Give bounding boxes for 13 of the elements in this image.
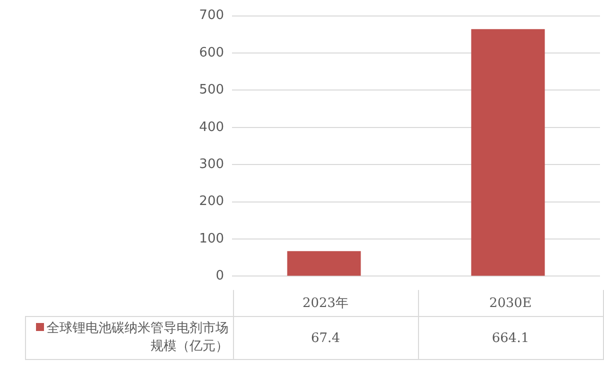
- y-tick-label: 100: [199, 231, 224, 246]
- y-tick-label: 200: [199, 194, 224, 210]
- x-tick-label: 2030E: [418, 290, 603, 316]
- y-tick-label: 400: [199, 120, 224, 135]
- data-label: 67.4: [233, 316, 418, 360]
- data-label: 664.1: [418, 316, 603, 360]
- y-tick-label: 600: [199, 45, 224, 60]
- y-tick-label: 500: [199, 82, 224, 98]
- y-tick-label: 0: [216, 268, 224, 284]
- y-tick-label: 300: [199, 156, 224, 172]
- x-tick-label: 2023年: [233, 290, 418, 316]
- legend-label: 全球锂电池碳纳米管导电剂市场规模（亿元）: [26, 316, 233, 360]
- y-tick-label: 700: [199, 8, 224, 24]
